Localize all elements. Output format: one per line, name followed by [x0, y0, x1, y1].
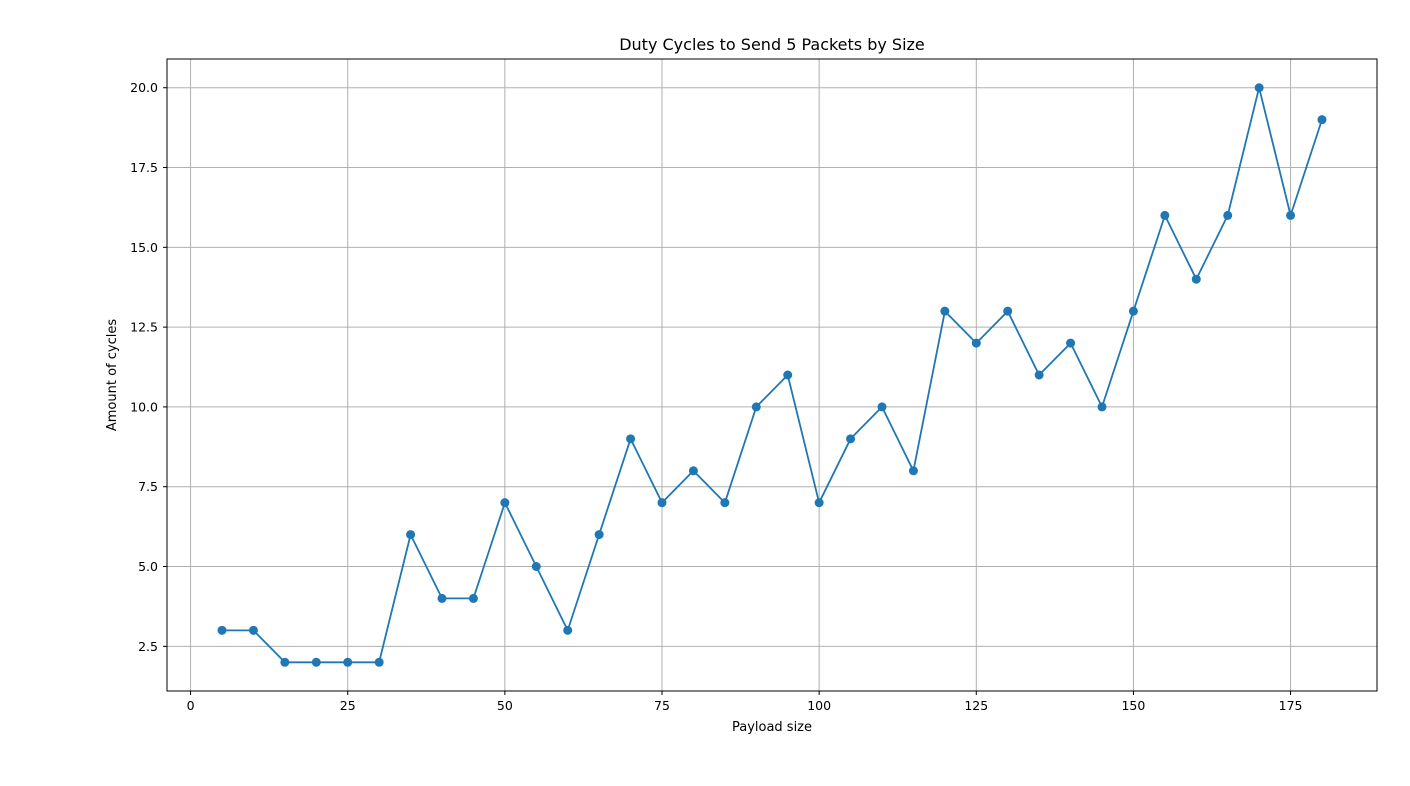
data-point [280, 657, 290, 667]
data-point [563, 625, 573, 635]
data-point [626, 434, 636, 444]
data-point [594, 530, 604, 540]
data-point [217, 625, 227, 635]
data-point [846, 434, 856, 444]
data-point [1034, 370, 1044, 380]
data-point [248, 625, 258, 635]
data-point [1066, 338, 1076, 348]
data-point [343, 657, 353, 667]
data-point [1191, 274, 1201, 284]
y-tick-label: 17.5 [130, 160, 158, 175]
data-point [406, 530, 416, 540]
x-tick-label: 50 [497, 698, 513, 713]
data-point [688, 466, 698, 476]
data-point [814, 498, 824, 508]
x-tick-label: 0 [187, 698, 195, 713]
x-tick-label: 175 [1279, 698, 1303, 713]
plot-area-frame [166, 58, 1378, 692]
data-point [311, 657, 321, 667]
y-tick-label: 15.0 [130, 240, 158, 255]
data-point [971, 338, 981, 348]
data-point [783, 370, 793, 380]
x-axis-label: Payload size [732, 720, 812, 735]
data-point [908, 466, 918, 476]
y-tick-label: 7.5 [138, 479, 158, 494]
data-point [1160, 210, 1170, 220]
data-point [1254, 83, 1264, 93]
data-point [720, 498, 730, 508]
y-tick-label: 2.5 [138, 639, 158, 654]
data-point [1317, 115, 1327, 125]
data-point [751, 402, 761, 412]
data-point [1286, 210, 1296, 220]
data-point [1097, 402, 1107, 412]
data-point [877, 402, 887, 412]
data-point [1223, 210, 1233, 220]
y-tick-label: 5.0 [138, 559, 158, 574]
y-axis-label: Amount of cycles [105, 319, 120, 431]
grid-lines [167, 59, 1377, 691]
y-tick-label: 20.0 [130, 80, 158, 95]
data-point [500, 498, 510, 508]
data-point [437, 593, 447, 603]
axis-ticks: 0 25 50 75 100 125 150 175 2.5 5.0 7.5 10.0 12.5 15.0… [130, 80, 1302, 713]
x-tick-label: 25 [340, 698, 356, 713]
data-point [531, 562, 541, 572]
x-tick-label: 75 [654, 698, 670, 713]
data-point [468, 593, 478, 603]
data-point [1128, 306, 1138, 316]
x-tick-label: 125 [964, 698, 988, 713]
data-point [940, 306, 950, 316]
x-tick-label: 150 [1121, 698, 1145, 713]
series-line [222, 86, 1323, 664]
y-tick-label: 10.0 [130, 399, 158, 414]
data-point [374, 657, 384, 667]
chart-title: Duty Cycles to Send 5 Packets by Size [619, 35, 925, 54]
y-tick-label: 12.5 [130, 320, 158, 335]
x-tick-label: 100 [807, 698, 831, 713]
data-point [657, 498, 667, 508]
data-series [217, 83, 1327, 667]
data-point [1003, 306, 1013, 316]
